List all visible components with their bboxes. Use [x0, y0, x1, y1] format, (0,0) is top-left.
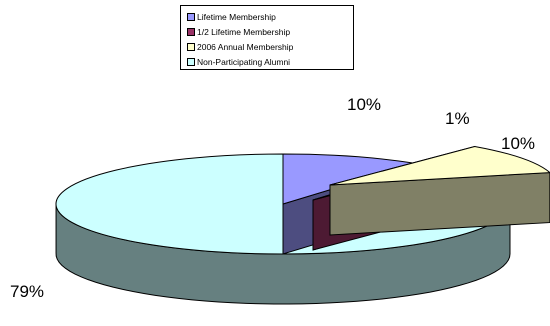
- legend-label: 1/2 Lifetime Membership: [197, 26, 291, 37]
- pie-slice-top: [282, 153, 417, 205]
- legend-item-non-participating: Non-Participating Alumni: [187, 54, 349, 69]
- data-label-non-participating: 79%: [10, 282, 45, 301]
- legend-item-annual: 2006 Annual Membership: [187, 39, 349, 54]
- legend-label: Non-Participating Alumni: [197, 56, 291, 67]
- legend-swatch: [187, 12, 195, 21]
- data-label-lifetime: 10%: [347, 95, 382, 114]
- legend-label: 2006 Annual Membership: [197, 41, 294, 52]
- pie-slice-top: [329, 145, 550, 186]
- legend-swatch: [187, 42, 195, 51]
- legend-label: Lifetime Membership: [197, 11, 276, 22]
- legend-swatch: [187, 57, 195, 66]
- data-label-half-lifetime: 1%: [445, 109, 470, 128]
- legend-swatch: [187, 27, 195, 36]
- legend-item-lifetime: Lifetime Membership: [187, 9, 349, 24]
- chart-legend: Lifetime Membership 1/2 Lifetime Members…: [180, 5, 354, 70]
- data-label-annual: 10%: [501, 134, 536, 153]
- pie-slice: [329, 145, 550, 236]
- legend-item-half-lifetime: 1/2 Lifetime Membership: [187, 24, 349, 39]
